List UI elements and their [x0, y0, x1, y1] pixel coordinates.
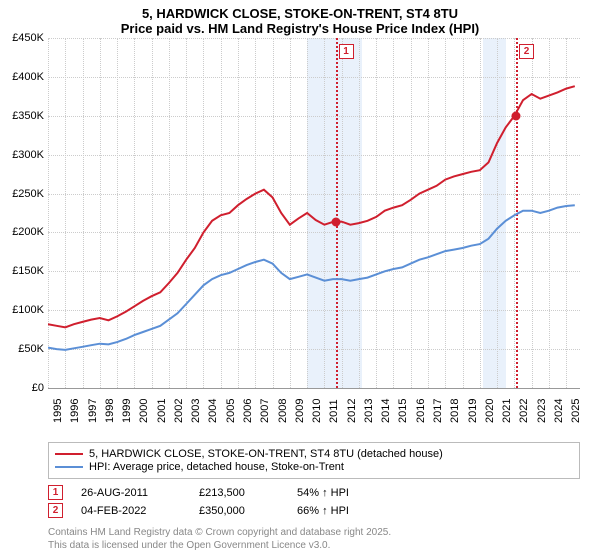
x-tick-label: 2020 — [484, 399, 496, 423]
plot-area: 12 — [48, 38, 580, 388]
legend-swatch — [55, 453, 83, 455]
footer-line: Contains HM Land Registry data © Crown c… — [48, 526, 580, 539]
sale-price: £350,000 — [199, 505, 279, 517]
x-tick-label: 2006 — [242, 399, 254, 423]
x-tick-label: 2003 — [190, 399, 202, 423]
x-tick-label: 2025 — [570, 399, 582, 423]
series-svg — [48, 38, 580, 388]
legend-label: HPI: Average price, detached house, Stok… — [89, 461, 344, 473]
footer-attribution: Contains HM Land Registry data © Crown c… — [48, 526, 580, 552]
sale-price: £213,500 — [199, 487, 279, 499]
x-tick-label: 1999 — [121, 399, 133, 423]
legend-label: 5, HARDWICK CLOSE, STOKE-ON-TRENT, ST4 8… — [89, 448, 443, 460]
x-tick-label: 2016 — [415, 399, 427, 423]
sale-hpi-delta: 54% ↑ HPI — [297, 487, 349, 499]
x-tick-label: 2012 — [346, 399, 358, 423]
chart-area: £0 £50K £100K £150K £200K £250K £300K £350K £400… — [0, 38, 600, 438]
y-tick-label: £50K — [18, 343, 44, 355]
y-tick-label: £100K — [12, 304, 44, 316]
y-axis-labels: £0£50K£100K£150K£200K£250K£300K£350K£400… — [0, 38, 48, 388]
x-tick-label: 1997 — [87, 399, 99, 423]
x-tick-label: 2004 — [207, 399, 219, 423]
x-tick-label: 2022 — [518, 399, 530, 423]
series-price_paid — [48, 86, 575, 327]
title-main: 5, HARDWICK CLOSE, STOKE-ON-TRENT, ST4 8… — [10, 6, 590, 21]
x-tick-label: 2014 — [380, 399, 392, 423]
sale-number-box: 1 — [48, 485, 63, 500]
chart-container: 5, HARDWICK CLOSE, STOKE-ON-TRENT, ST4 8… — [0, 0, 600, 552]
x-tick-label: 2023 — [536, 399, 548, 423]
x-tick-label: 2019 — [467, 399, 479, 423]
sale-date: 04-FEB-2022 — [81, 505, 181, 517]
legend: 5, HARDWICK CLOSE, STOKE-ON-TRENT, ST4 8… — [48, 442, 580, 479]
series-hpi — [48, 205, 575, 350]
x-tick-label: 2002 — [173, 399, 185, 423]
y-tick-label: £400K — [12, 71, 44, 83]
x-tick-label: 2021 — [501, 399, 513, 423]
sale-row: 2 04-FEB-2022 £350,000 66% ↑ HPI — [48, 503, 580, 518]
x-tick-label: 2015 — [397, 399, 409, 423]
legend-swatch — [55, 466, 83, 468]
sale-hpi-delta: 66% ↑ HPI — [297, 505, 349, 517]
y-tick-label: £0 — [32, 382, 44, 394]
sale-date: 26-AUG-2011 — [81, 487, 181, 499]
x-tick-label: 2008 — [277, 399, 289, 423]
x-tick-label: 2024 — [553, 399, 565, 423]
legend-row: 5, HARDWICK CLOSE, STOKE-ON-TRENT, ST4 8… — [55, 448, 573, 460]
x-tick-label: 2005 — [225, 399, 237, 423]
sales-table: 1 26-AUG-2011 £213,500 54% ↑ HPI 2 04-FEB-202… — [48, 485, 580, 518]
x-tick-label: 2001 — [156, 399, 168, 423]
sale-row: 1 26-AUG-2011 £213,500 54% ↑ HPI — [48, 485, 580, 500]
x-tick-label: 1995 — [52, 399, 64, 423]
x-tick-label: 2010 — [311, 399, 323, 423]
y-tick-label: £250K — [12, 188, 44, 200]
x-tick-label: 2017 — [432, 399, 444, 423]
y-tick-label: £350K — [12, 110, 44, 122]
y-tick-label: £300K — [12, 149, 44, 161]
x-tick-label: 2007 — [259, 399, 271, 423]
x-tick-label: 2013 — [363, 399, 375, 423]
y-tick-label: £450K — [12, 32, 44, 44]
x-tick-label: 2018 — [449, 399, 461, 423]
x-tick-label: 1996 — [69, 399, 81, 423]
x-axis-labels: 1995 1996 1997 1998 1999 2000 2001 2002 2003 2004… — [48, 388, 580, 433]
y-tick-label: £150K — [12, 265, 44, 277]
sale-number-box: 2 — [48, 503, 63, 518]
x-tick-label: 2000 — [138, 399, 150, 423]
x-tick-label: 2009 — [294, 399, 306, 423]
title-sub: Price paid vs. HM Land Registry's House … — [10, 21, 590, 36]
y-tick-label: £200K — [12, 226, 44, 238]
footer-line: This data is licensed under the Open Gov… — [48, 539, 580, 552]
x-tick-label: 2011 — [328, 399, 340, 423]
legend-row: HPI: Average price, detached house, Stok… — [55, 461, 573, 473]
title-block: 5, HARDWICK CLOSE, STOKE-ON-TRENT, ST4 8… — [0, 0, 600, 38]
x-tick-label: 1998 — [104, 399, 116, 423]
